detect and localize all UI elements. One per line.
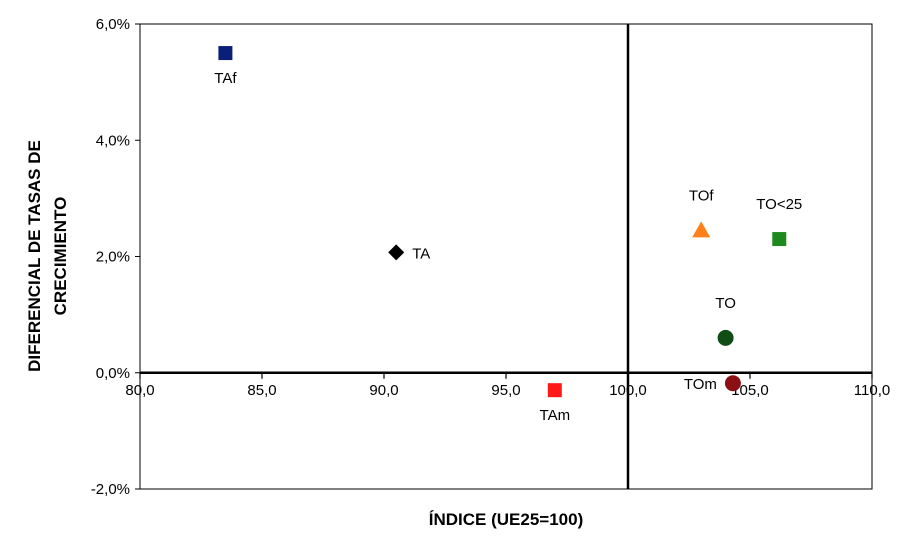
data-points: TAf TA TAm TOf TO<25 TO TOm bbox=[214, 46, 802, 424]
point-taf-marker bbox=[218, 46, 233, 61]
point-ta-marker bbox=[388, 244, 405, 261]
point-to-marker bbox=[717, 329, 734, 346]
point-tof-marker bbox=[692, 221, 711, 238]
point-to-label: TO bbox=[715, 295, 736, 312]
tick-labels: 80,0 85,0 90,0 95,0 100,0 105,0 110,0 -2,0% 0,0%… bbox=[91, 16, 890, 498]
y-tick-label: -2,0% bbox=[91, 481, 130, 498]
y-axis-title-line-2: CRECIMIENTO bbox=[51, 197, 70, 316]
x-tick-label: 90,0 bbox=[369, 382, 398, 399]
y-tick-label: 2,0% bbox=[96, 249, 130, 266]
y-tick-label: 0,0% bbox=[96, 365, 130, 382]
point-to-25-marker bbox=[772, 232, 787, 247]
x-tick-label: 85,0 bbox=[247, 382, 276, 399]
x-tick-label: 105,0 bbox=[731, 382, 769, 399]
axes bbox=[140, 24, 872, 489]
plot-area bbox=[139, 23, 873, 490]
x-tick-label: 95,0 bbox=[491, 382, 520, 399]
point-tam-label: TAm bbox=[540, 407, 571, 424]
point-ta-label: TA bbox=[412, 245, 430, 262]
y-tick-label: 6,0% bbox=[96, 16, 130, 33]
point-tom-label: TOm bbox=[684, 376, 717, 393]
x-tick-label: 100,0 bbox=[609, 382, 647, 399]
point-tof-label: TOf bbox=[689, 187, 715, 204]
x-axis-title: ÍNDICE (UE25=100) bbox=[429, 510, 583, 529]
x-tick-label: 80,0 bbox=[125, 382, 154, 399]
point-taf-label: TAf bbox=[214, 70, 237, 87]
y-axis-title-line-1: DIFERENCIAL DE TASAS DE bbox=[25, 140, 44, 372]
y-tick-label: 4,0% bbox=[96, 132, 130, 149]
x-tick-label: 110,0 bbox=[854, 382, 890, 399]
point-to-25-label: TO<25 bbox=[756, 196, 802, 213]
point-tom-marker bbox=[724, 375, 741, 392]
point-tam-marker bbox=[547, 383, 562, 398]
